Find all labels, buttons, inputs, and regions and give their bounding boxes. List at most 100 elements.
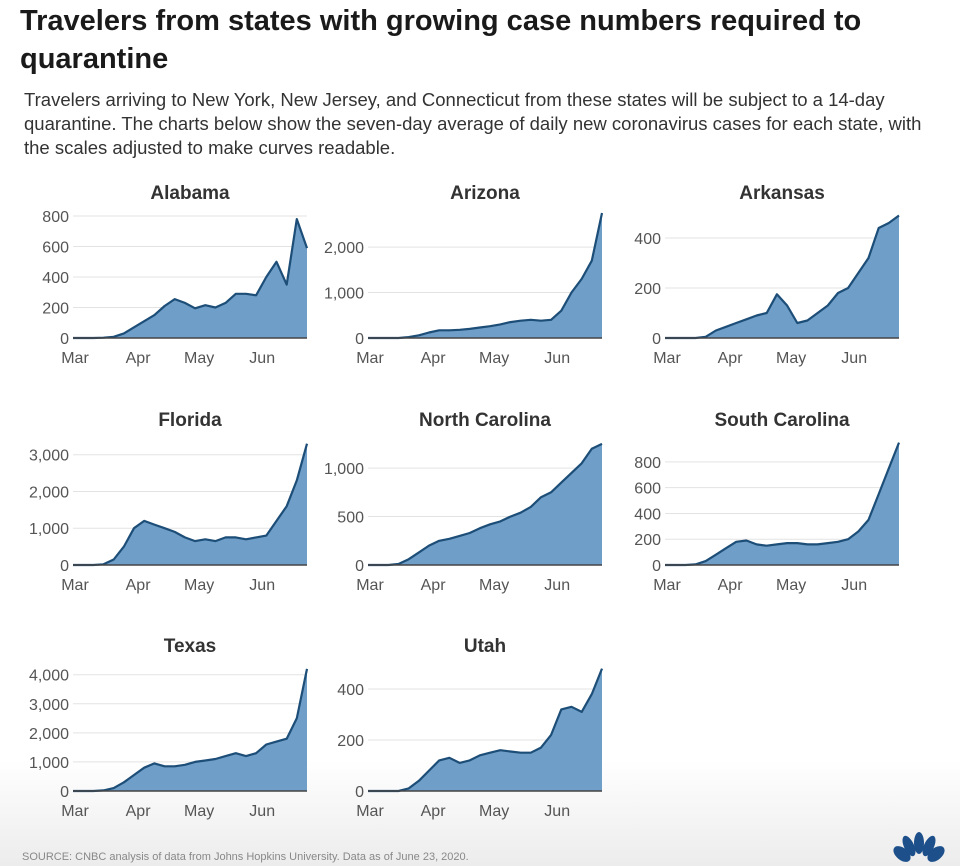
x-tick-label: Jun	[544, 803, 570, 820]
state-chart: Alabama 0 200 400 600 800 Mar Apr May Jun	[42, 183, 309, 367]
y-tick-label: 2,000	[29, 484, 69, 501]
y-tick-label: 200	[42, 301, 69, 318]
state-chart: Arkansas 0 200 400 Mar Apr May Jun	[634, 183, 900, 367]
y-tick-label: 2,000	[324, 240, 364, 257]
chart-title: Travelers from states with growing case …	[20, 5, 862, 75]
x-tick-label: May	[776, 577, 806, 594]
x-tick-label: Apr	[718, 350, 744, 367]
x-tick-label: Jun	[249, 577, 275, 594]
y-tick-label: 0	[60, 331, 69, 348]
panel-title: Utah	[464, 636, 506, 657]
x-tick-label: Jun	[249, 803, 275, 820]
y-tick-label: 0	[355, 784, 364, 801]
x-tick-label: Jun	[544, 350, 570, 367]
x-tick-label: Mar	[356, 803, 384, 820]
x-tick-label: May	[184, 350, 214, 367]
y-tick-label: 4,000	[29, 668, 69, 685]
panel-texas: Texas 0 1,000 2,000 3,000 4,000 Mar Apr May Jun	[20, 633, 320, 848]
y-tick-label: 2,000	[29, 726, 69, 743]
area-fill	[368, 668, 602, 791]
x-tick-label: Apr	[421, 350, 447, 367]
state-chart: South Carolina 0 200 400 600 800 Mar Apr May Jun	[634, 410, 901, 594]
panel-title: Arizona	[450, 183, 520, 204]
y-tick-label: 1,000	[29, 755, 69, 772]
state-chart: North Carolina 0 500 1,000 Mar Apr May Jun	[324, 410, 603, 594]
panel-title: Texas	[164, 636, 216, 657]
area-fill	[73, 668, 307, 791]
source-note: SOURCE: CNBC analysis of data from Johns…	[22, 851, 469, 863]
y-tick-label: 1,000	[324, 286, 364, 303]
y-tick-label: 400	[634, 231, 661, 248]
y-tick-label: 3,000	[29, 448, 69, 465]
y-tick-label: 0	[355, 331, 364, 348]
panel-alabama: Alabama 0 200 400 600 800 Mar Apr May Jun	[20, 180, 320, 395]
x-tick-label: Jun	[544, 577, 570, 594]
y-tick-label: 500	[337, 510, 364, 527]
x-tick-label: May	[479, 350, 509, 367]
x-tick-label: Apr	[126, 803, 152, 820]
nbc-peacock-logo	[893, 832, 945, 862]
panel-south-carolina: South Carolina 0 200 400 600 800 Mar Apr May Jun	[612, 407, 912, 622]
panel-north-carolina: North Carolina 0 500 1,000 Mar Apr May Jun	[315, 407, 615, 622]
state-chart: Texas 0 1,000 2,000 3,000 4,000 Mar Apr May Jun	[29, 636, 309, 820]
area-fill	[368, 213, 602, 338]
x-tick-label: Apr	[421, 803, 447, 820]
y-tick-label: 0	[60, 784, 69, 801]
y-tick-label: 0	[652, 558, 661, 575]
panel-title: Florida	[158, 410, 222, 431]
x-tick-label: Apr	[421, 577, 447, 594]
x-tick-label: May	[479, 803, 509, 820]
y-tick-label: 1,000	[29, 521, 69, 538]
series-line	[665, 442, 901, 567]
y-tick-label: 600	[42, 240, 69, 257]
x-tick-label: Jun	[249, 350, 275, 367]
y-tick-label: 200	[634, 532, 661, 549]
series-line	[665, 214, 900, 340]
state-chart: Arizona 0 1,000 2,000 Mar Apr May Jun	[324, 183, 604, 367]
panel-arkansas: Arkansas 0 200 400 Mar Apr May Jun	[612, 180, 912, 395]
x-tick-label: May	[184, 577, 214, 594]
state-chart: Utah 0 200 400 Mar Apr May Jun	[337, 636, 604, 820]
x-tick-label: Mar	[653, 577, 681, 594]
x-tick-label: May	[479, 577, 509, 594]
x-tick-label: Mar	[61, 577, 89, 594]
series-line	[73, 668, 309, 793]
series-line	[368, 668, 604, 793]
y-tick-label: 800	[42, 209, 69, 226]
x-tick-label: Jun	[841, 577, 867, 594]
y-tick-label: 1,000	[324, 461, 364, 478]
x-tick-label: Mar	[356, 350, 384, 367]
y-tick-label: 0	[652, 331, 661, 348]
chart-subtitle: Travelers arriving to New York, New Jers…	[24, 89, 922, 158]
area-fill	[665, 215, 899, 338]
state-chart: Florida 0 1,000 2,000 3,000 Mar Apr May Jun	[29, 410, 309, 594]
area-fill	[665, 442, 899, 565]
y-tick-label: 400	[42, 270, 69, 287]
y-tick-label: 0	[355, 558, 364, 575]
x-tick-label: Jun	[841, 350, 867, 367]
panel-utah: Utah 0 200 400 Mar Apr May Jun	[315, 633, 615, 848]
panel-arizona: Arizona 0 1,000 2,000 Mar Apr May Jun	[315, 180, 615, 395]
x-tick-label: Mar	[61, 350, 89, 367]
x-tick-label: Apr	[718, 577, 744, 594]
panel-title: South Carolina	[714, 410, 850, 431]
y-tick-label: 400	[634, 506, 661, 523]
y-tick-label: 200	[337, 733, 364, 750]
panel-title: Alabama	[150, 183, 230, 204]
y-tick-label: 3,000	[29, 697, 69, 714]
area-fill	[368, 443, 602, 565]
panel-title: Arkansas	[739, 183, 825, 204]
x-tick-label: Mar	[61, 803, 89, 820]
series-line	[368, 442, 603, 567]
y-tick-label: 600	[634, 481, 661, 498]
x-tick-label: May	[184, 803, 214, 820]
area-fill	[73, 443, 307, 565]
y-tick-label: 800	[634, 455, 661, 472]
x-tick-label: Apr	[126, 577, 152, 594]
series-line	[73, 443, 309, 567]
y-tick-label: 0	[60, 558, 69, 575]
panel-title: North Carolina	[419, 410, 551, 431]
panel-florida: Florida 0 1,000 2,000 3,000 Mar Apr May Jun	[20, 407, 320, 622]
x-tick-label: Mar	[653, 350, 681, 367]
series-line	[73, 217, 309, 340]
